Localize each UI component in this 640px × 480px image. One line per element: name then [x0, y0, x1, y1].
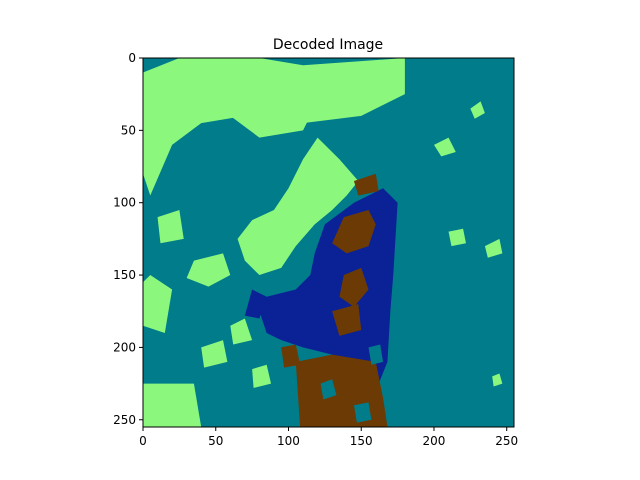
region-class-2 — [201, 340, 228, 368]
region-class-2 — [157, 209, 184, 244]
region-class-2 — [186, 253, 231, 287]
region-class-2 — [143, 275, 173, 333]
region-class-2 — [143, 58, 405, 196]
region-class-2 — [172, 405, 194, 427]
image-regions — [143, 58, 503, 427]
x-tick-label: 200 — [423, 434, 446, 448]
y-tick-label: 150 — [113, 268, 136, 282]
region-class-2 — [433, 137, 456, 157]
region-class-1 — [368, 344, 384, 365]
y-tick-label: 200 — [113, 340, 136, 354]
region-class-3 — [295, 354, 388, 427]
x-tick-label: 250 — [495, 434, 518, 448]
x-tick-label: 100 — [277, 434, 300, 448]
plot-area — [142, 57, 515, 428]
region-class-2 — [492, 373, 503, 387]
region-class-3 — [281, 344, 301, 368]
y-tick-label: 250 — [113, 413, 136, 427]
y-tick-label: 50 — [121, 123, 136, 137]
y-tick-label: 0 — [128, 51, 136, 65]
region-class-1 — [320, 379, 337, 400]
region-class-2 — [215, 65, 318, 138]
region-class-2 — [252, 364, 272, 388]
region-class-2 — [448, 228, 466, 247]
region-class-2 — [470, 101, 485, 119]
x-tick-label: 0 — [139, 434, 147, 448]
region-class-3 — [332, 209, 376, 254]
x-tick-label: 150 — [350, 434, 373, 448]
region-class-0 — [244, 289, 267, 319]
x-axis: 0 50 100 150 200 250 — [139, 427, 518, 448]
y-tick-label: 100 — [113, 196, 136, 210]
region-class-2 — [237, 137, 359, 276]
region-class-1 — [353, 402, 372, 423]
region-class-3 — [314, 390, 347, 420]
region-class-2 — [230, 318, 253, 345]
chart-title: Decoded Image — [273, 37, 383, 53]
region-class-3 — [353, 173, 379, 196]
region-class-3 — [339, 267, 369, 307]
region-class-3 — [332, 304, 362, 336]
x-tick-label: 50 — [208, 434, 223, 448]
y-axis: 0 50 100 150 200 250 — [113, 51, 143, 427]
plot-frame — [142, 57, 515, 428]
region-class-2 — [484, 238, 503, 258]
